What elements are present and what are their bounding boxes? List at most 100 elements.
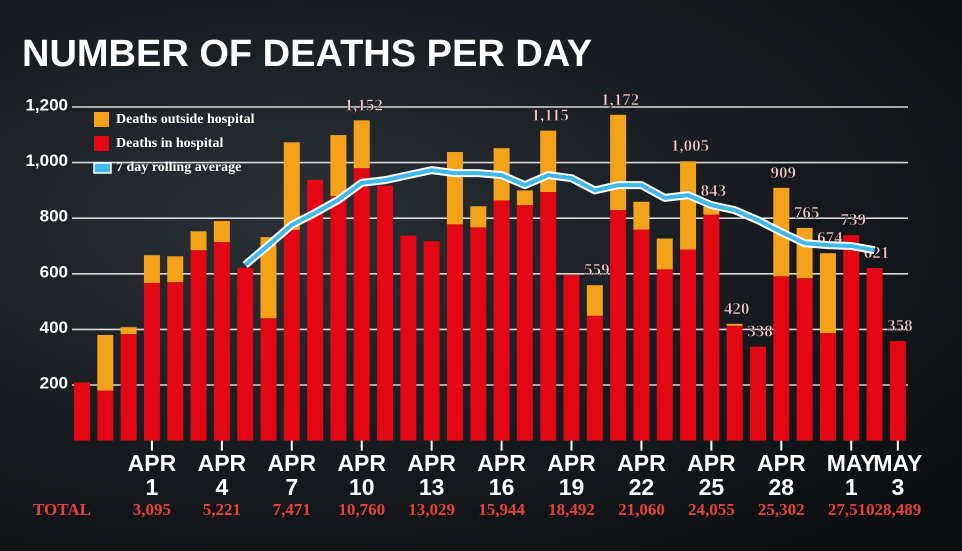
legend: Deaths outside hospital Deaths in hospita…	[93, 112, 255, 175]
legend-label: Deaths in hospital	[116, 136, 223, 151]
data-label: 843	[701, 181, 727, 200]
bar-segment	[563, 274, 580, 441]
bar-segment	[120, 327, 137, 335]
bar-segment	[260, 318, 277, 441]
bar-segment	[516, 190, 533, 206]
data-label: 338	[747, 322, 773, 341]
x-tick-label: APR 7	[267, 450, 317, 500]
bar-segment	[633, 229, 650, 441]
x-tick-label: MAY 3	[873, 450, 923, 500]
bar-segment	[330, 135, 347, 196]
bar-segment	[330, 195, 347, 441]
data-label: 1,005	[671, 136, 709, 155]
bar-segment	[167, 256, 184, 283]
legend-label: Deaths outside hospital	[116, 112, 255, 127]
bar-segment	[540, 130, 557, 193]
bar-segment	[213, 220, 230, 243]
legend-swatch	[94, 136, 109, 151]
bar-segment	[796, 227, 813, 279]
total-value: 13,029	[408, 500, 456, 519]
bar-segment	[260, 237, 277, 319]
bar-segment	[633, 201, 650, 230]
legend-swatch	[93, 162, 112, 174]
bar-segment	[843, 235, 860, 441]
bar-segment	[353, 120, 370, 169]
bar-segment	[377, 185, 394, 441]
x-tick-label: APR 4	[197, 450, 247, 500]
total-value: 10,760	[338, 500, 386, 519]
y-tick-label: 400	[40, 318, 68, 337]
data-label: 1,115	[532, 106, 569, 125]
x-tick-label: APR 19	[547, 450, 596, 500]
bar-segment	[97, 390, 114, 441]
line	[243, 168, 875, 267]
bar-segment	[889, 341, 906, 441]
x-tick-label: APR 13	[407, 450, 456, 500]
x-tick-label: APR 10	[337, 450, 386, 500]
x-tick-label: APR 16	[477, 450, 526, 500]
total-value: 24,055	[687, 500, 735, 519]
total-value: 7,471	[272, 500, 311, 519]
totals-label: TOTAL	[33, 500, 91, 519]
data-label: 765	[794, 203, 820, 222]
bar-segment	[796, 278, 813, 441]
bar-segment	[540, 192, 557, 441]
bar-segment	[749, 346, 766, 441]
bar-segment	[97, 334, 114, 391]
x-tick-label: APR 1	[127, 450, 177, 500]
bar-segment	[773, 276, 790, 441]
y-tick-label: 1,000	[25, 151, 68, 170]
bar-segment	[680, 249, 697, 441]
bar-segment	[143, 282, 160, 441]
data-label: 358	[887, 316, 913, 335]
total-value: 15,944	[478, 500, 525, 519]
bar-segment	[307, 179, 324, 441]
data-label: 1,152	[345, 95, 383, 114]
bar-segment	[726, 323, 743, 326]
data-label: 559	[584, 260, 610, 279]
bar-segment	[237, 267, 254, 441]
bar-segment	[190, 250, 207, 441]
bar-segment	[516, 205, 533, 441]
bar-segment	[656, 238, 673, 270]
bar-segment	[586, 315, 603, 441]
bar-segment	[353, 168, 370, 441]
y-tick-label: 800	[40, 207, 68, 226]
data-label: 739	[840, 210, 866, 229]
chart-title: NUMBER OF DEATHS PER DAY	[22, 33, 592, 75]
bar-segment	[703, 214, 720, 441]
data-label: 420	[724, 299, 750, 318]
bar-segment	[610, 210, 627, 441]
data-label: 909	[771, 163, 797, 182]
bar-segment	[283, 229, 300, 441]
bar-segment	[470, 227, 487, 441]
bar-segment	[446, 224, 463, 441]
bar-segment	[400, 235, 417, 441]
total-value: 28,489	[874, 500, 922, 519]
bar-segment	[423, 241, 440, 441]
x-tick-label: MAY 1	[826, 450, 876, 500]
bar-segment	[213, 242, 230, 441]
legend-swatch	[94, 112, 109, 127]
x-tick-label: APR 25	[687, 450, 736, 500]
total-value: 18,492	[548, 500, 595, 519]
bar-segment	[446, 152, 463, 225]
bar-segment	[143, 255, 160, 283]
y-tick-label: 1,200	[25, 95, 68, 114]
x-tick-label: APR 28	[757, 450, 806, 500]
total-value: 27,510	[827, 500, 875, 519]
bar-segment	[74, 382, 90, 441]
legend-label: 7 day rolling average	[116, 160, 241, 175]
bar-segment	[726, 325, 743, 441]
total-value: 5,221	[202, 500, 241, 519]
total-value: 3,095	[132, 500, 172, 519]
bar-segment	[656, 269, 673, 441]
x-tick-label: APR 22	[617, 450, 666, 500]
data-label: 1,172	[601, 90, 639, 109]
bar-segment	[190, 231, 207, 251]
bar-segment	[167, 282, 184, 441]
bar-segment	[819, 253, 836, 334]
bar-segment	[586, 285, 603, 316]
